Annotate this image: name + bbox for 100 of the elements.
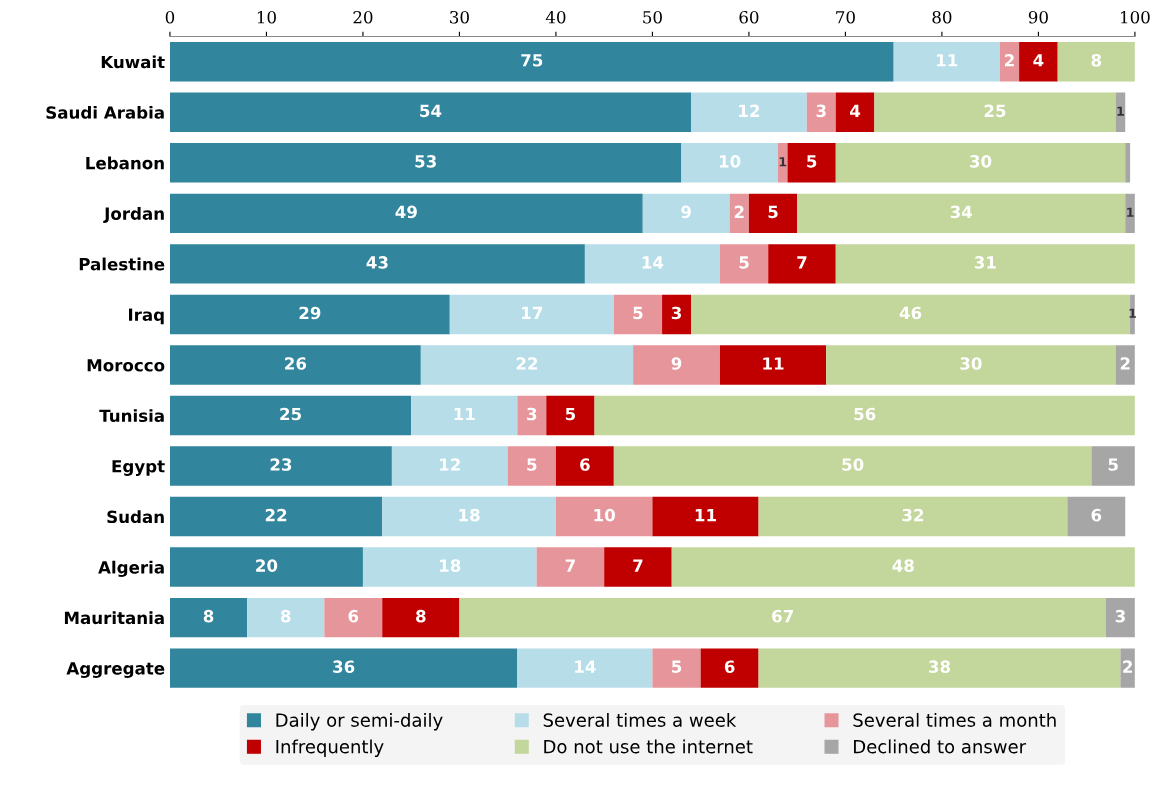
bar [613,446,1092,486]
bar [758,496,1068,537]
data-label: 1 [1127,207,1134,217]
bar [169,92,692,132]
bar [806,92,836,132]
bar [536,547,605,587]
data-label: 8 [203,609,214,623]
data-label: 3 [816,104,826,118]
data-label: 10 [594,508,615,522]
bar [1057,42,1135,82]
data-label: 14 [642,256,664,269]
bar [169,244,585,284]
data-label: 5 [739,256,749,269]
bar [1105,597,1135,638]
data-label: 5 [1108,458,1118,471]
data-label: 2 [1123,660,1133,673]
data-label: 26 [285,357,307,370]
data-label: 9 [681,205,691,219]
data-label: 3 [671,306,682,320]
bar [459,597,1106,638]
y-tick-label: Lebanon [86,156,164,170]
bar [671,547,1135,587]
x-tick-label: 30 [450,10,469,24]
x-tick-label: 90 [1028,10,1048,24]
bar [662,294,692,335]
data-label: 22 [516,357,538,370]
data-label: 30 [960,357,982,370]
bar [169,143,682,183]
data-label: 67 [772,609,793,623]
data-label: 46 [899,306,922,320]
y-tick-label: Kuwait [101,55,165,69]
y-tick-label: Saudi Arabia [46,105,164,119]
data-label: 20 [256,559,278,572]
data-label: 43 [366,256,388,269]
x-tick-label: 0 [165,10,175,24]
data-label: 8 [1091,53,1102,67]
x-tick-label: 100 [1121,10,1150,24]
bar [449,294,614,335]
bar [517,395,547,436]
bar [719,345,827,385]
bar [893,42,1000,82]
data-label: 7 [565,559,575,572]
data-label: 1 [779,157,787,167]
data-label: 11 [454,407,475,421]
x-tick-label: 60 [739,10,759,24]
data-label: 5 [633,306,643,320]
bar [555,446,614,486]
bar [169,42,894,82]
bar [652,648,701,688]
bar [169,597,248,638]
y-tick-label: Mauritania [64,611,164,625]
data-label: 23 [270,458,292,471]
bar [797,193,1126,234]
data-label: 5 [672,660,682,673]
data-label: 6 [348,609,359,623]
legend-label: Declined to answer [854,739,1027,754]
bar [787,143,836,183]
bar [546,395,595,436]
bar [1067,496,1126,537]
data-label: 5 [565,407,576,421]
data-label: 25 [280,407,301,421]
bar [642,193,730,234]
legend-label: Several times a month [853,712,1056,727]
data-label: 7 [633,559,643,572]
data-label: 2 [1004,53,1014,67]
bar [748,193,798,234]
data-label: 17 [522,306,543,320]
bar [777,143,788,183]
data-label: 50 [842,458,864,471]
bar [691,92,807,132]
data-label: 4 [850,104,861,117]
bar [169,547,363,587]
data-label: 5 [527,458,537,471]
bar [362,547,537,587]
data-label: 5 [807,155,817,168]
y-tick-label: Morocco [87,359,165,372]
data-label: 2 [734,205,744,218]
data-label: 7 [797,256,807,269]
data-label: 12 [739,104,760,117]
bar [169,446,392,486]
y-tick-label: Tunisia [99,409,164,423]
bar [1125,143,1131,183]
y-tick-label: Sudan [107,510,164,524]
bar [169,395,412,436]
data-label: 53 [415,155,436,168]
bar [835,92,875,132]
bar [382,496,556,537]
bar [613,294,663,335]
data-label: 18 [459,508,480,522]
legend-label: Infrequently [276,739,384,757]
data-label: 18 [440,559,461,572]
data-label: 14 [575,660,596,673]
data-label: 29 [299,306,321,320]
data-label: 9 [671,357,682,370]
bar [584,244,720,284]
legend-label: Do not use the internet [544,739,753,754]
x-tick-label: 70 [836,10,855,24]
data-label: 11 [763,357,784,370]
bar [835,244,1135,284]
data-label: 25 [984,104,1006,118]
